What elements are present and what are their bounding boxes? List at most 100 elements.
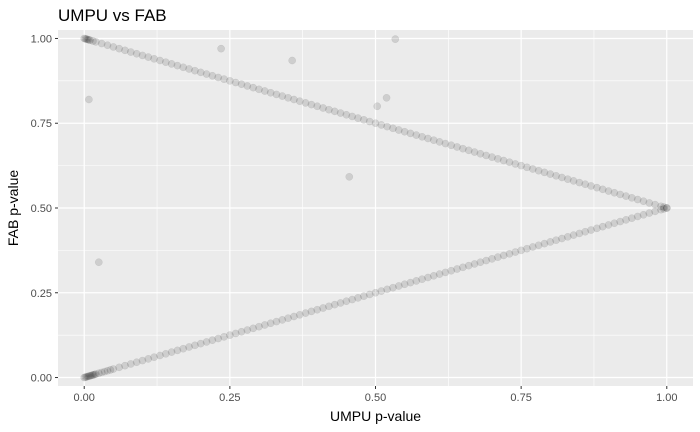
data-point bbox=[272, 90, 281, 99]
x-axis-title: UMPU p-value bbox=[330, 408, 421, 424]
data-point bbox=[179, 344, 188, 353]
data-point bbox=[106, 366, 115, 374]
data-point bbox=[336, 299, 345, 307]
data-point bbox=[348, 112, 357, 121]
data-point bbox=[97, 39, 106, 48]
data-point bbox=[482, 256, 491, 265]
data-point bbox=[156, 56, 164, 65]
data-point bbox=[150, 54, 158, 63]
data-point bbox=[470, 260, 479, 268]
data-point bbox=[563, 175, 572, 184]
data-point bbox=[208, 336, 217, 345]
data-point bbox=[546, 238, 555, 246]
data-point bbox=[365, 290, 374, 299]
data-point bbox=[459, 263, 467, 272]
data-point bbox=[237, 80, 246, 89]
data-point bbox=[382, 93, 391, 102]
data-point bbox=[424, 134, 432, 143]
data-point bbox=[558, 234, 566, 243]
data-point bbox=[389, 283, 397, 292]
series-outliers bbox=[85, 35, 400, 267]
data-point bbox=[109, 365, 118, 373]
data-point bbox=[85, 35, 93, 44]
data-point bbox=[569, 231, 578, 239]
data-point bbox=[488, 153, 496, 161]
data-point bbox=[447, 141, 456, 150]
data-point bbox=[342, 297, 351, 306]
data-point bbox=[558, 173, 566, 182]
data-point bbox=[604, 221, 613, 229]
data-point bbox=[313, 305, 322, 314]
data-point bbox=[86, 371, 94, 380]
x-tick-label: 0.00 bbox=[74, 392, 95, 404]
data-point bbox=[523, 163, 531, 172]
data-point bbox=[499, 156, 508, 165]
data-point bbox=[464, 146, 473, 155]
data-point bbox=[103, 41, 112, 50]
data-point bbox=[569, 177, 578, 185]
data-point bbox=[138, 51, 147, 60]
data-point bbox=[593, 183, 601, 192]
data-point bbox=[290, 312, 298, 321]
data-point bbox=[272, 317, 281, 326]
x-tick-label: 0.75 bbox=[510, 392, 531, 404]
chart-title: UMPU vs FAB bbox=[58, 6, 167, 25]
data-point bbox=[429, 136, 438, 145]
data-point bbox=[82, 35, 91, 44]
data-point bbox=[214, 73, 223, 82]
data-point bbox=[80, 34, 89, 43]
data-point bbox=[260, 321, 269, 329]
data-point bbox=[255, 322, 263, 331]
data-point bbox=[208, 71, 217, 80]
data-point bbox=[418, 275, 426, 284]
y-tick-label: 1.00 bbox=[31, 33, 52, 45]
data-point bbox=[121, 361, 129, 370]
data-point bbox=[161, 349, 170, 358]
data-point bbox=[394, 126, 403, 134]
data-point bbox=[627, 214, 636, 223]
data-point bbox=[622, 216, 630, 224]
data-point bbox=[345, 172, 354, 181]
series-upper-line bbox=[80, 34, 671, 212]
data-point bbox=[167, 348, 176, 356]
data-point bbox=[89, 370, 98, 379]
data-point bbox=[598, 222, 607, 231]
data-point bbox=[540, 168, 549, 177]
data-point bbox=[633, 195, 642, 204]
data-point bbox=[83, 35, 92, 44]
y-axis-ticks: 0.00 0.25 0.50 0.75 1.00 bbox=[31, 33, 58, 385]
data-point bbox=[220, 332, 228, 341]
data-point bbox=[301, 309, 310, 317]
data-point bbox=[255, 85, 263, 94]
data-point bbox=[505, 158, 514, 167]
data-point bbox=[622, 192, 630, 200]
data-point bbox=[81, 34, 90, 43]
data-point bbox=[307, 307, 316, 316]
data-point bbox=[325, 105, 333, 114]
data-point bbox=[435, 138, 444, 146]
data-point bbox=[231, 329, 240, 338]
data-point bbox=[82, 372, 91, 381]
data-point bbox=[191, 66, 199, 75]
data-point bbox=[202, 338, 211, 346]
data-point bbox=[546, 170, 555, 178]
data-point bbox=[100, 367, 109, 376]
data-point bbox=[651, 207, 659, 216]
data-point bbox=[610, 188, 619, 197]
data-point bbox=[354, 114, 362, 123]
data-point bbox=[505, 249, 514, 258]
data-point bbox=[284, 314, 292, 323]
data-point bbox=[435, 270, 444, 278]
data-point bbox=[167, 60, 176, 68]
grid-major bbox=[58, 30, 693, 386]
data-point bbox=[88, 371, 97, 380]
data-point bbox=[523, 244, 531, 253]
data-point bbox=[660, 203, 668, 212]
data-point bbox=[587, 182, 595, 190]
data-point bbox=[214, 334, 223, 343]
data-point bbox=[325, 302, 333, 311]
data-point bbox=[97, 368, 106, 377]
data-point bbox=[217, 44, 225, 53]
data-point bbox=[266, 319, 275, 328]
data-point bbox=[132, 358, 141, 367]
